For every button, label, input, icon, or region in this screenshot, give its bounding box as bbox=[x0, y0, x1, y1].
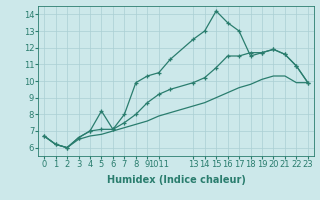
X-axis label: Humidex (Indice chaleur): Humidex (Indice chaleur) bbox=[107, 175, 245, 185]
